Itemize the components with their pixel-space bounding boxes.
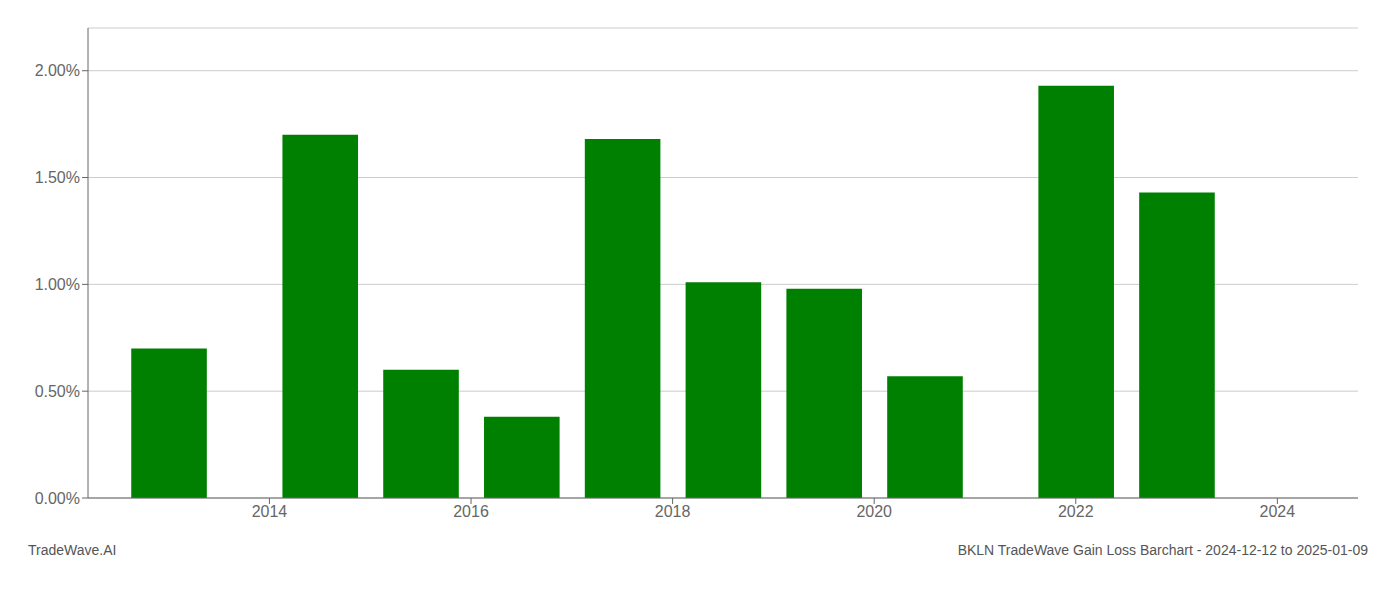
svg-text:0.50%: 0.50% [35,383,80,400]
svg-text:2.00%: 2.00% [35,62,80,79]
svg-text:2022: 2022 [1058,503,1094,520]
html-text:TradeWave.AI: TradeWave.AI [28,542,117,558]
svg-text:2020: 2020 [856,503,892,520]
html-text:BKLN TradeWave Gain Loss Barch: BKLN TradeWave Gain Loss Barchart - 2024… [957,542,1368,558]
svg-text:2014: 2014 [252,503,288,520]
svg-text:2016: 2016 [453,503,489,520]
svg-text:2018: 2018 [655,503,691,520]
svg-text:2024: 2024 [1260,503,1296,520]
svg-text:1.00%: 1.00% [35,276,80,293]
svg-text:0.00%: 0.00% [35,490,80,507]
svg-text:1.50%: 1.50% [35,169,80,186]
